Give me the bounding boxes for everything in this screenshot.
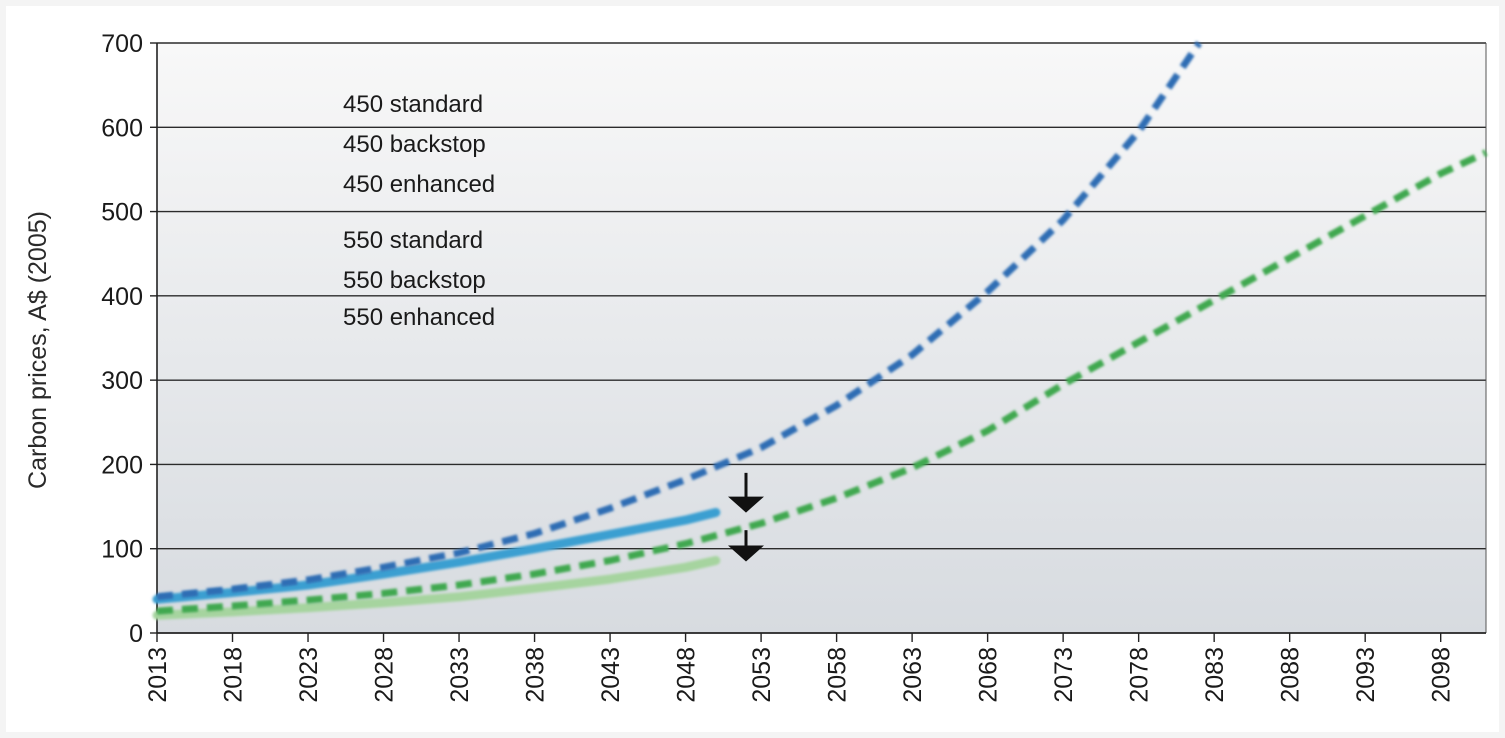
legend-label: 450 enhanced <box>343 171 495 198</box>
x-tick-label: 2013 <box>144 647 172 703</box>
legend-label: 550 enhanced <box>343 304 495 331</box>
series-line-450-enhanced <box>152 508 721 604</box>
y-tick-label: 700 <box>101 30 143 58</box>
down-arrow <box>727 530 764 562</box>
x-tick-label: 2028 <box>371 647 399 703</box>
x-tick-label: 2043 <box>597 647 625 703</box>
x-tick-label: 2033 <box>446 647 474 703</box>
x-tick-label: 2068 <box>975 647 1003 703</box>
y-tick-label: 500 <box>101 199 143 227</box>
down-arrow <box>727 472 764 513</box>
x-tick-label: 2063 <box>899 647 927 703</box>
y-tick-label: 0 <box>129 620 143 648</box>
legend: 450 standard 450 backstop 450 enhanced 550 … <box>256 91 495 331</box>
legend-item: 450 standard <box>260 91 483 118</box>
y-tick-label: 600 <box>101 114 143 142</box>
x-tick-label: 2098 <box>1428 647 1456 703</box>
legend-label: 450 standard <box>343 91 483 118</box>
legend-item: 550 backstop <box>256 267 486 294</box>
plot-area <box>157 43 1486 633</box>
x-tick-label: 2053 <box>748 647 776 703</box>
arrow-head <box>727 496 764 513</box>
x-tick-label: 2093 <box>1352 647 1380 703</box>
annotation-arrows <box>727 472 764 562</box>
y-axis-label: Carbon prices, A$ (2005) <box>24 211 52 489</box>
x-tick-label: 2018 <box>220 647 248 703</box>
legend-item: 450 backstop <box>256 131 486 158</box>
x-tick-label: 2073 <box>1050 647 1078 703</box>
x-tick-label: 2048 <box>673 647 701 703</box>
y-tick-label: 100 <box>101 536 143 564</box>
y-tick-label: 300 <box>101 367 143 395</box>
x-tick-label: 2038 <box>522 647 550 703</box>
legend-item: 550 standard <box>260 227 483 254</box>
x-tick-label: 2078 <box>1126 647 1154 703</box>
legend-item: 450 enhanced <box>256 171 495 198</box>
y-tick-label: 400 <box>101 283 143 311</box>
gridlines <box>157 42 1486 634</box>
legend-label: 550 backstop <box>343 267 486 294</box>
series-line-550-enhanced <box>152 556 721 620</box>
series-lines <box>152 41 1491 620</box>
axes: 0 100 200 300 400 500 600 700 2013 2018 2023 2028 20… <box>101 30 1487 703</box>
series-line-550-standard <box>156 149 1488 615</box>
series-line-450-standard <box>156 41 1202 601</box>
x-tick-label: 2023 <box>295 647 323 703</box>
x-tick-label: 2058 <box>824 647 852 703</box>
y-tick-label: 200 <box>101 451 143 479</box>
legend-item: 550 enhanced <box>256 304 495 331</box>
x-tick-label: 2088 <box>1277 647 1305 703</box>
arrow-head <box>727 545 764 562</box>
legend-label: 450 backstop <box>343 131 486 158</box>
x-tick-label: 2083 <box>1201 647 1229 703</box>
legend-label: 550 standard <box>343 227 483 254</box>
